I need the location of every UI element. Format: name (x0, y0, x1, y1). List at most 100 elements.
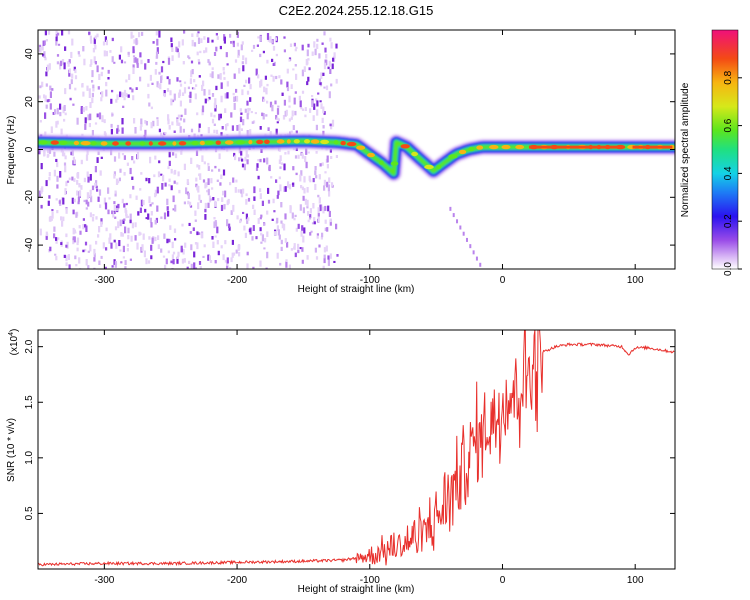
noise-speckle (288, 118, 291, 122)
noise-speckle (192, 227, 195, 231)
noise-speckle (172, 208, 175, 211)
noise-speckle (289, 43, 293, 47)
noise-speckle (179, 83, 183, 87)
noise-speckle (204, 208, 207, 213)
noise-speckle (65, 208, 68, 214)
noise-speckle (122, 105, 125, 108)
noise-speckle (163, 132, 166, 136)
noise-speckle (318, 53, 321, 59)
noise-speckle (198, 232, 201, 235)
noise-speckle (231, 252, 234, 258)
ridge-hotspot (276, 139, 285, 144)
snr-frame (37, 329, 676, 570)
noise-speckle (157, 171, 161, 178)
noise-speckle (53, 233, 56, 239)
noise-speckle (465, 237, 468, 242)
noise-speckle (166, 198, 169, 206)
noise-speckle (56, 175, 59, 182)
noise-speckle (174, 204, 177, 212)
noise-speckle (77, 51, 80, 55)
noise-speckle (48, 63, 51, 70)
noise-speckle (136, 62, 139, 68)
noise-speckle (224, 240, 227, 245)
noise-speckle (270, 74, 273, 77)
noise-speckle (119, 168, 122, 173)
noise-speckle (207, 162, 210, 166)
noise-speckle (224, 108, 227, 113)
noise-speckle (114, 190, 117, 194)
noise-speckle (141, 244, 144, 252)
noise-speckle (136, 58, 139, 65)
noise-speckle (103, 131, 106, 135)
noise-speckle (213, 217, 216, 220)
noise-speckle (151, 82, 154, 85)
noise-speckle (92, 214, 95, 217)
noise-speckle (190, 60, 194, 64)
ridge-hotspot (458, 149, 467, 155)
noise-speckle (214, 98, 217, 105)
noise-speckle (251, 49, 254, 52)
noise-speckle (56, 54, 60, 57)
noise-speckle (130, 31, 133, 39)
noise-speckle (272, 75, 275, 82)
noise-speckle (335, 223, 338, 230)
noise-speckle (82, 249, 85, 253)
noise-speckle (246, 90, 250, 95)
noise-speckle (156, 117, 159, 120)
noise-speckle (257, 218, 260, 224)
noise-speckle (118, 177, 121, 182)
ridge-hotspot (100, 141, 108, 146)
noise-speckle (120, 261, 123, 264)
noise-speckle (46, 64, 49, 72)
noise-speckle (183, 87, 187, 94)
noise-speckle (54, 109, 57, 115)
noise-speckle (38, 190, 42, 197)
noise-speckle (283, 163, 286, 171)
noise-speckle (302, 235, 305, 243)
noise-speckle (145, 217, 148, 220)
noise-speckle (212, 241, 215, 248)
noise-speckle (103, 119, 106, 124)
noise-speckle (47, 200, 50, 206)
noise-speckle (299, 100, 302, 108)
noise-speckle (312, 203, 315, 209)
noise-speckle (326, 227, 329, 232)
noise-speckle (85, 106, 88, 111)
noise-speckle (113, 259, 116, 265)
noise-speckle (86, 192, 89, 199)
noise-speckle (259, 217, 262, 220)
noise-speckle (92, 87, 95, 92)
noise-speckle (293, 217, 296, 221)
noise-speckle (201, 105, 205, 113)
noise-speckle (171, 99, 175, 103)
noise-speckle (266, 251, 269, 259)
noise-speckle (59, 60, 63, 67)
noise-speckle (214, 165, 217, 169)
noise-speckle (104, 36, 107, 42)
noise-speckle (214, 260, 217, 264)
noise-speckle (123, 172, 126, 176)
noise-speckle (88, 195, 91, 198)
noise-speckle (259, 193, 262, 199)
noise-speckle (91, 97, 94, 104)
noise-speckle (328, 91, 331, 99)
noise-speckle (254, 112, 257, 115)
noise-speckle (284, 152, 287, 155)
noise-speckle (194, 267, 197, 269)
snr-ylabel: SNR (10 * v/v) (6, 418, 17, 482)
noise-speckle (166, 88, 170, 92)
ridge-hotspot (346, 141, 357, 147)
noise-speckle (138, 32, 141, 38)
noise-speckle (245, 150, 248, 158)
noise-speckle (66, 180, 70, 183)
noise-speckle (62, 216, 65, 222)
noise-speckle (243, 225, 246, 231)
noise-speckle (163, 90, 166, 96)
noise-speckle (171, 55, 174, 61)
noise-speckle (278, 159, 281, 164)
ridge-hotspot (235, 140, 245, 145)
noise-speckle (179, 80, 182, 83)
noise-speckle (318, 78, 321, 86)
noise-speckle (220, 82, 223, 89)
noise-speckle (45, 39, 48, 42)
